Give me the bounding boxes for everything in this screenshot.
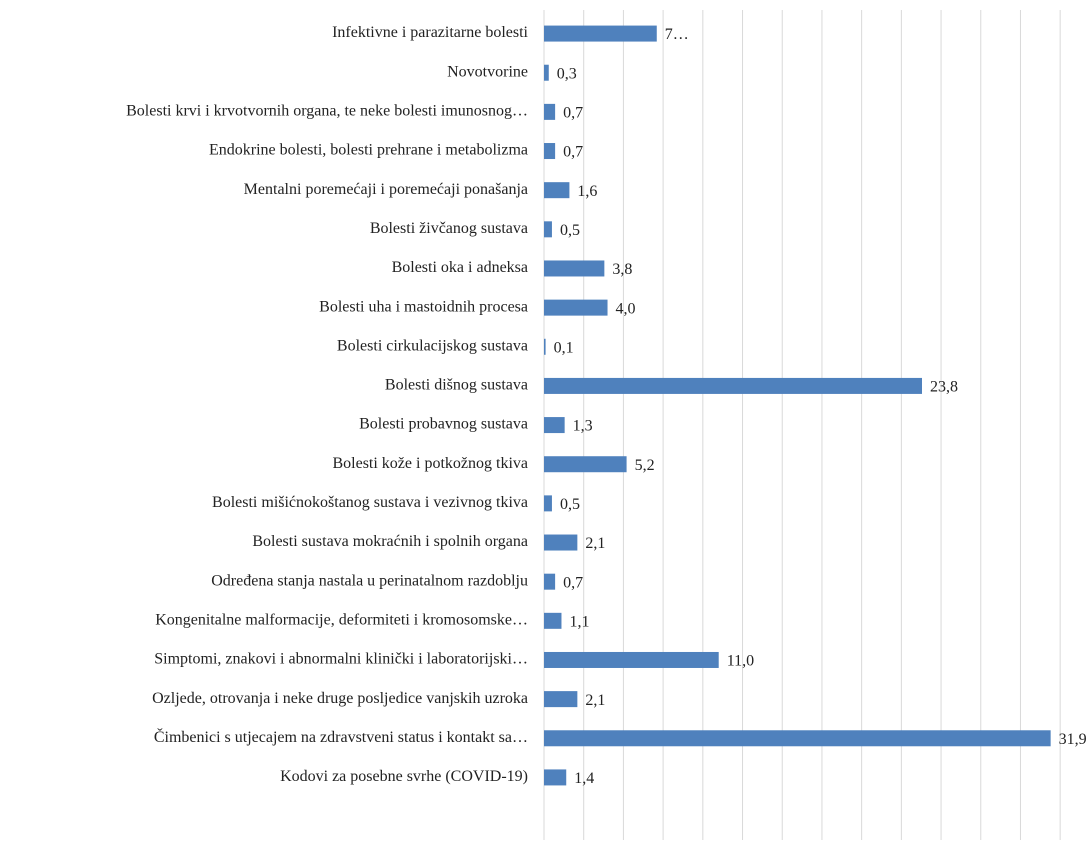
- bar: [544, 495, 552, 512]
- data-label: 2,1: [585, 692, 605, 709]
- y-tick-label: Bolesti uha i mastoidnih procesa: [319, 298, 528, 315]
- data-label: 0,5: [560, 222, 580, 239]
- data-label: 0,7: [563, 144, 583, 161]
- y-tick-label: Bolesti živčanog sustava: [370, 220, 528, 237]
- data-label: 1,3: [573, 418, 593, 435]
- bar: [544, 377, 922, 394]
- data-label: 1,4: [574, 770, 594, 787]
- bar: [544, 573, 556, 590]
- bar: [544, 612, 562, 629]
- data-label: 4,0: [616, 300, 636, 317]
- data-label: 7…: [665, 26, 689, 43]
- bar: [544, 456, 627, 473]
- y-tick-label: Kongenitalne malformacije, deformiteti i…: [155, 611, 528, 628]
- bar: [544, 299, 608, 316]
- y-tick-label: Kodovi za posebne svrhe (COVID-19): [280, 768, 528, 785]
- y-tick-label: Endokrine bolesti, bolesti prehrane i me…: [209, 142, 528, 159]
- bar: [544, 691, 578, 708]
- y-tick-label: Mentalni poremećaji i poremećaji ponašan…: [244, 181, 528, 198]
- data-label: 11,0: [727, 653, 754, 670]
- y-tick-label: Bolesti mišićnokoštanog sustava i vezivn…: [212, 494, 528, 511]
- data-label: 2,1: [585, 535, 605, 552]
- data-label: 23,8: [930, 379, 958, 396]
- bar: [544, 651, 719, 668]
- y-tick-label: Određena stanja nastala u perinatalnom r…: [211, 572, 528, 589]
- data-label: 0,7: [563, 105, 583, 122]
- bar: [544, 534, 578, 551]
- data-label: 3,8: [612, 261, 632, 278]
- data-label: 0,7: [563, 574, 583, 591]
- data-label: 1,6: [577, 183, 597, 200]
- bar: [544, 417, 565, 434]
- bar: [544, 25, 657, 42]
- data-label: 0,5: [560, 496, 580, 513]
- y-tick-label: Bolesti probavnog sustava: [359, 416, 528, 433]
- y-tick-label: Čimbenici s utjecajem na zdravstveni sta…: [154, 727, 528, 746]
- y-tick-label: Infektivne i parazitarne bolesti: [332, 24, 528, 41]
- data-label: 0,1: [554, 339, 574, 356]
- data-label: 0,3: [557, 65, 577, 82]
- y-tick-label: Novotvorine: [447, 63, 528, 80]
- y-tick-label: Bolesti dišnog sustava: [385, 377, 528, 394]
- y-tick-label: Bolesti sustava mokraćnih i spolnih orga…: [252, 533, 528, 550]
- bar: [544, 182, 570, 199]
- y-tick-label: Bolesti kože i potkožnog tkiva: [332, 455, 528, 472]
- data-label: 1,1: [569, 613, 589, 630]
- bar: [544, 221, 552, 238]
- bar: [544, 143, 556, 160]
- y-tick-label: Ozljede, otrovanja i neke druge posljedi…: [152, 690, 528, 707]
- y-tick-label: Bolesti krvi i krvotvornih organa, te ne…: [126, 103, 528, 120]
- bar: [544, 730, 1051, 747]
- y-tick-label: Bolesti oka i adneksa: [392, 259, 528, 276]
- bar: [544, 338, 546, 355]
- bar: [544, 260, 605, 277]
- bar: [544, 103, 556, 120]
- bar: [544, 769, 567, 786]
- data-label: 5,2: [635, 457, 655, 474]
- data-label: 31,9: [1059, 731, 1087, 748]
- y-tick-label: Simptomi, znakovi i abnormalni klinički …: [154, 651, 528, 668]
- y-tick-label: Bolesti cirkulacijskog sustava: [337, 337, 528, 354]
- bar: [544, 64, 549, 81]
